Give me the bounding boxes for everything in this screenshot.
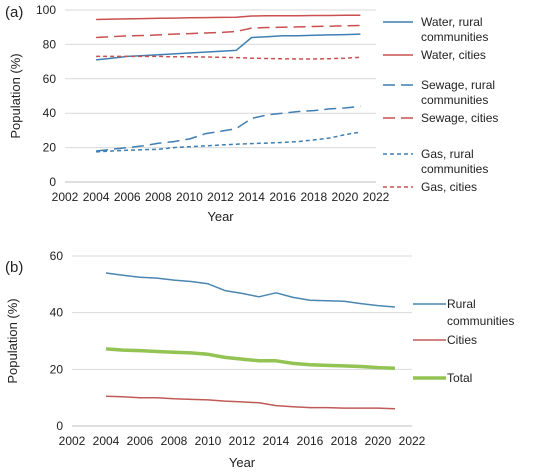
panel-label: (a) bbox=[5, 4, 23, 21]
y-tick-label: 40 bbox=[50, 306, 64, 320]
series-line-4 bbox=[96, 24, 361, 39]
x-tick-label: 2008 bbox=[161, 434, 188, 448]
x-tick-label: 2014 bbox=[238, 190, 265, 204]
x-tick-label: 2004 bbox=[83, 190, 110, 204]
x-tick-label: 2022 bbox=[363, 190, 390, 204]
x-tick-label: 2002 bbox=[52, 190, 79, 204]
x-tick-label: 2010 bbox=[195, 434, 222, 448]
legend-label: Gas, rural bbox=[421, 147, 474, 161]
x-axis-label: Year bbox=[207, 209, 234, 224]
x-tick-label: 2010 bbox=[176, 190, 203, 204]
x-tick-label: 2020 bbox=[365, 434, 392, 448]
x-tick-label: 2022 bbox=[399, 434, 426, 448]
legend-label: communities bbox=[421, 93, 488, 107]
y-tick-label: 40 bbox=[43, 106, 57, 120]
y-tick-label: 20 bbox=[50, 362, 64, 376]
y-axis-label: Population (%) bbox=[8, 53, 23, 138]
series-line-2 bbox=[96, 14, 361, 21]
legend-label: Cities bbox=[447, 333, 477, 347]
x-tick-label: 2012 bbox=[229, 434, 256, 448]
y-tick-label: 100 bbox=[36, 3, 56, 17]
legend-label: Rural bbox=[447, 297, 476, 311]
legend-label: Sewage, cities bbox=[421, 111, 498, 125]
x-tick-label: 2020 bbox=[332, 190, 359, 204]
x-tick-label: 2016 bbox=[269, 190, 296, 204]
series-line-6 bbox=[96, 55, 361, 60]
y-tick-label: 0 bbox=[49, 175, 56, 189]
legend-label: Sewage, rural bbox=[421, 78, 495, 92]
x-tick-label: 2018 bbox=[300, 190, 327, 204]
legend-label: communities bbox=[421, 162, 488, 176]
y-tick-label: 80 bbox=[43, 37, 57, 51]
series-line-1 bbox=[105, 272, 396, 308]
x-tick-label: 2018 bbox=[331, 434, 358, 448]
legend-label: Total bbox=[447, 371, 472, 385]
legend-label: communities bbox=[447, 314, 514, 328]
chart-panel-b: 0 20 40 60 2002 2004 2006 2008 2010 2012 2014 2016 2… bbox=[5, 249, 514, 470]
legend-label: Gas, cities bbox=[421, 180, 477, 194]
x-tick-label: 2006 bbox=[114, 190, 141, 204]
x-tick-label: 2008 bbox=[145, 190, 172, 204]
legend-label: communities bbox=[421, 30, 488, 44]
x-tick-label: 2004 bbox=[93, 434, 120, 448]
x-tick-label: 2012 bbox=[207, 190, 234, 204]
y-tick-label: 60 bbox=[43, 72, 57, 86]
x-tick-label: 2016 bbox=[297, 434, 324, 448]
x-tick-label: 2002 bbox=[59, 434, 86, 448]
series-line-1 bbox=[96, 33, 361, 61]
series-line-3 bbox=[105, 347, 396, 370]
chart-panel-a: 0 20 40 60 80 100 2002 2004 2006 2008 2010 2012 2014… bbox=[5, 3, 498, 224]
x-tick-label: 2014 bbox=[263, 434, 290, 448]
y-tick-label: 20 bbox=[43, 141, 57, 155]
y-axis-label: Population (%) bbox=[5, 298, 20, 383]
y-tick-label: 60 bbox=[50, 249, 64, 263]
y-tick-label: 0 bbox=[56, 419, 63, 433]
x-axis-label: Year bbox=[229, 455, 256, 470]
panel-label: (b) bbox=[5, 259, 23, 276]
legend-label: Water, rural bbox=[421, 15, 483, 29]
series-line-5 bbox=[96, 131, 361, 153]
series-line-3 bbox=[96, 105, 361, 152]
x-tick-label: 2006 bbox=[127, 434, 154, 448]
series-line-2 bbox=[105, 395, 396, 410]
legend-label: Water, cities bbox=[421, 48, 486, 62]
